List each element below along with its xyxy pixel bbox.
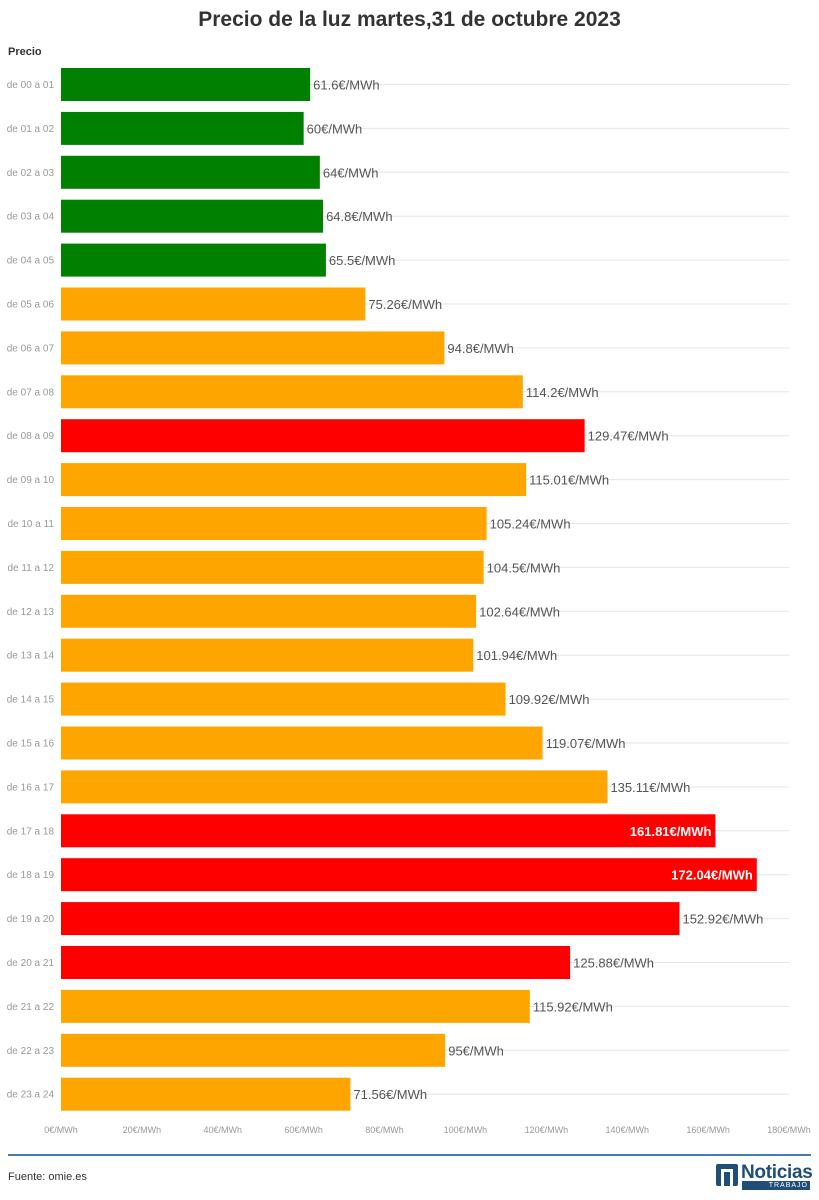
bar: [61, 682, 506, 716]
bar: [61, 111, 304, 145]
data-label: 161.81€/MWh: [630, 824, 712, 839]
bar-chart: de 00 a 01 61.6€/MWh de 01 a 02 60€/MWh de 0…: [7, 68, 811, 1135]
data-label: 114.2€/MWh: [526, 385, 599, 400]
data-label: 105.24€/MWh: [490, 517, 571, 532]
logo-word: Noticias: [741, 1162, 813, 1183]
bar: [61, 638, 474, 672]
bar: [61, 726, 543, 760]
category-label: de 17 a 18: [7, 826, 55, 837]
category-label: de 02 a 03: [7, 168, 55, 179]
data-label: 71.56€/MWh: [353, 1087, 427, 1102]
category-label: de 16 a 17: [7, 782, 55, 793]
bar: [61, 199, 324, 233]
category-label: de 14 a 15: [7, 695, 55, 706]
x-tick-label: 20€/MWh: [123, 1125, 162, 1135]
data-label: 102.64€/MWh: [479, 604, 560, 619]
footer-divider: [8, 1154, 811, 1156]
x-tick-label: 180€/MWh: [767, 1125, 811, 1135]
x-tick-label: 0€/MWh: [44, 1125, 78, 1135]
category-label: de 23 a 24: [7, 1090, 55, 1101]
data-label: 101.94€/MWh: [476, 648, 557, 663]
bar: [61, 858, 757, 892]
data-label: 172.04€/MWh: [671, 868, 753, 883]
category-label: de 01 a 02: [7, 124, 55, 135]
data-label: 60€/MWh: [307, 121, 363, 136]
category-label: de 09 a 10: [7, 475, 55, 486]
x-tick-label: 60€/MWh: [284, 1125, 323, 1135]
x-tick-label: 40€/MWh: [204, 1125, 243, 1135]
data-label: 61.6€/MWh: [313, 78, 379, 93]
category-label: de 15 a 16: [7, 739, 55, 750]
logo-n-icon: [716, 1164, 738, 1186]
bar: [61, 507, 487, 540]
bar: [61, 770, 608, 804]
y-axis-title: Precio: [8, 46, 42, 58]
bar: [61, 375, 523, 409]
bar: [61, 1077, 351, 1111]
logo-sub: TRABAJO: [742, 1181, 810, 1190]
data-label: 64.8€/MWh: [326, 209, 392, 224]
bar: [61, 989, 530, 1023]
category-label: de 10 a 11: [7, 519, 54, 530]
chart-title: Precio de la luz martes,31 de octubre 20…: [198, 8, 621, 31]
data-label: 95€/MWh: [448, 1043, 504, 1058]
category-label: de 20 a 21: [7, 958, 55, 969]
bar: [61, 419, 585, 453]
category-label: de 00 a 01: [7, 80, 55, 91]
bar: [61, 946, 571, 979]
category-label: de 21 a 22: [7, 1002, 55, 1013]
data-label: 115.92€/MWh: [533, 999, 613, 1014]
category-label: de 22 a 23: [7, 1046, 55, 1057]
category-label: de 04 a 05: [7, 256, 55, 267]
data-label: 119.07€/MWh: [546, 736, 626, 751]
data-label: 75.26€/MWh: [368, 297, 442, 312]
x-tick-label: 160€/MWh: [686, 1125, 730, 1135]
category-label: de 08 a 09: [7, 431, 55, 442]
bar: [61, 331, 445, 365]
source-note: Fuente: omie.es: [8, 1171, 87, 1183]
x-tick-label: 140€/MWh: [605, 1125, 649, 1135]
data-label: 64€/MWh: [323, 165, 379, 180]
data-label: 152.92€/MWh: [682, 912, 763, 927]
category-label: de 05 a 06: [7, 300, 55, 311]
category-label: de 18 a 19: [7, 870, 55, 881]
category-label: de 12 a 13: [7, 607, 55, 618]
x-tick-label: 100€/MWh: [444, 1125, 488, 1135]
data-label: 104.5€/MWh: [487, 560, 561, 575]
data-label: 115.01€/MWh: [529, 473, 609, 488]
bar: [61, 287, 366, 321]
bar: [61, 550, 484, 584]
bar: [61, 155, 320, 189]
data-label: 135.11€/MWh: [610, 780, 690, 795]
category-label: de 06 a 07: [7, 343, 55, 354]
category-label: de 13 a 14: [7, 651, 55, 662]
bar: [61, 463, 527, 497]
brand-logo: Noticias TRABAJO: [716, 1162, 813, 1190]
bar: [61, 243, 326, 277]
category-label: de 03 a 04: [7, 212, 55, 223]
bar: [61, 594, 477, 628]
data-label: 109.92€/MWh: [509, 692, 590, 707]
bar: [61, 902, 680, 936]
category-label: de 19 a 20: [7, 914, 55, 925]
x-tick-label: 80€/MWh: [365, 1125, 404, 1135]
x-tick-label: 120€/MWh: [525, 1125, 569, 1135]
bar: [61, 1033, 446, 1067]
data-label: 129.47€/MWh: [588, 429, 669, 444]
bar: [61, 814, 716, 848]
category-label: de 07 a 08: [7, 387, 55, 398]
data-label: 94.8€/MWh: [447, 341, 513, 356]
category-label: de 11 a 12: [7, 563, 54, 574]
data-label: 65.5€/MWh: [329, 253, 395, 268]
bar: [61, 68, 311, 101]
data-label: 125.88€/MWh: [573, 956, 654, 971]
